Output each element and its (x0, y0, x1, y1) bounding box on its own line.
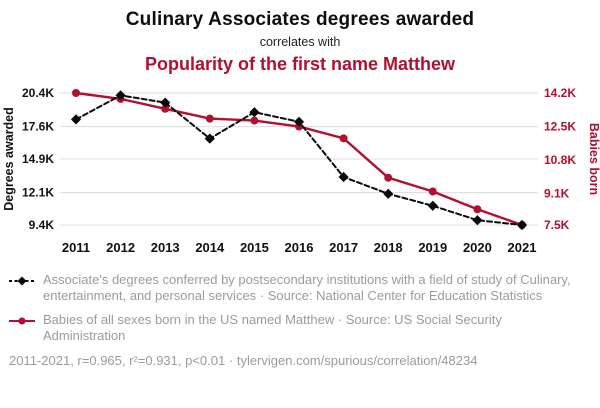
correlates-with-label: correlates with (259, 35, 341, 49)
x-tick-label: 2016 (285, 240, 314, 255)
x-tick-label: 2013 (151, 240, 180, 255)
diamond-marker-icon (427, 200, 438, 211)
y-tick-left: 9.4K (29, 218, 55, 232)
diamond-marker-icon (472, 215, 483, 226)
series-degrees (70, 90, 528, 231)
right-axis-title: Babies born (587, 123, 600, 195)
chart-subtitle: Popularity of the first name Matthew (144, 54, 456, 74)
y-tick-right: 10.8K (544, 153, 576, 167)
source-url: tylervigen.com/spurious/correlation/4823… (236, 353, 478, 368)
degrees-series-marker-icon (9, 276, 35, 286)
left-axis-title: Degrees awarded (2, 107, 16, 211)
circle-marker-icon (428, 187, 437, 196)
legend-item-degrees: Associate's degrees conferred by postsec… (9, 272, 574, 305)
legend-text-babies: Babies of all sexes born in the US named… (43, 311, 502, 343)
y-tick-left: 14.9K (22, 152, 54, 166)
circle-marker-icon (339, 134, 348, 143)
circle-marker-icon (250, 116, 259, 125)
x-tick-label: 2017 (329, 240, 358, 255)
gridlines (60, 92, 538, 226)
x-tick-label: 2020 (463, 240, 492, 255)
diamond-marker-icon (249, 107, 260, 118)
y-tick-left: 20.4K (22, 86, 54, 100)
legend-text-degrees: Associate's degrees conferred by postsec… (43, 272, 571, 304)
x-tick-label: 2014 (195, 240, 225, 255)
footer-separator: · (228, 353, 234, 368)
circle-marker-icon (384, 173, 393, 182)
circle-marker-icon (72, 89, 80, 97)
circle-marker-icon (18, 316, 26, 325)
y-tick-left: 12.1K (22, 186, 54, 200)
y-tick-right: 14.2K (544, 86, 576, 100)
y-tick-left: 17.6K (22, 120, 54, 134)
legend-item-babies: Babies of all sexes born in the US named… (9, 312, 574, 345)
circle-marker-icon (161, 104, 170, 113)
diamond-marker-icon (383, 188, 394, 199)
y-tick-right: 12.5K (544, 119, 576, 133)
circle-marker-icon (473, 205, 482, 214)
x-tick-label: 2019 (418, 240, 447, 255)
x-tick-label: 2015 (240, 240, 269, 255)
series-line (75, 94, 523, 226)
y-tick-right: 7.5K (544, 218, 570, 232)
circle-marker-icon (205, 114, 214, 123)
diamond-marker-icon (70, 114, 82, 125)
x-tick-label: 2018 (374, 240, 403, 255)
footer-stats: 2011-2021, r=0.965, r²=0.931, p<0.01 · t… (0, 344, 600, 368)
legend: Associate's degrees conferred by postsec… (0, 272, 600, 344)
y-tick-right: 9.1K (544, 186, 570, 200)
diamond-marker-icon (516, 219, 528, 231)
chart-title: Culinary Associates degrees awarded (125, 9, 475, 30)
diamond-marker-icon (17, 276, 27, 286)
x-tick-label: 2021 (508, 240, 537, 255)
x-tick-label: 2012 (106, 240, 135, 255)
x-tick-label: 2011 (62, 240, 90, 255)
correlation-stats: 2011-2021, r=0.965, r²=0.931, p<0.01 (9, 353, 226, 368)
babies-series-marker-icon (9, 316, 35, 325)
dual-axis-line-chart: 20.4K 17.6K 14.9K 12.1K 9.4K 14.2K 12.5K 10.8K 9… (2, 86, 600, 255)
